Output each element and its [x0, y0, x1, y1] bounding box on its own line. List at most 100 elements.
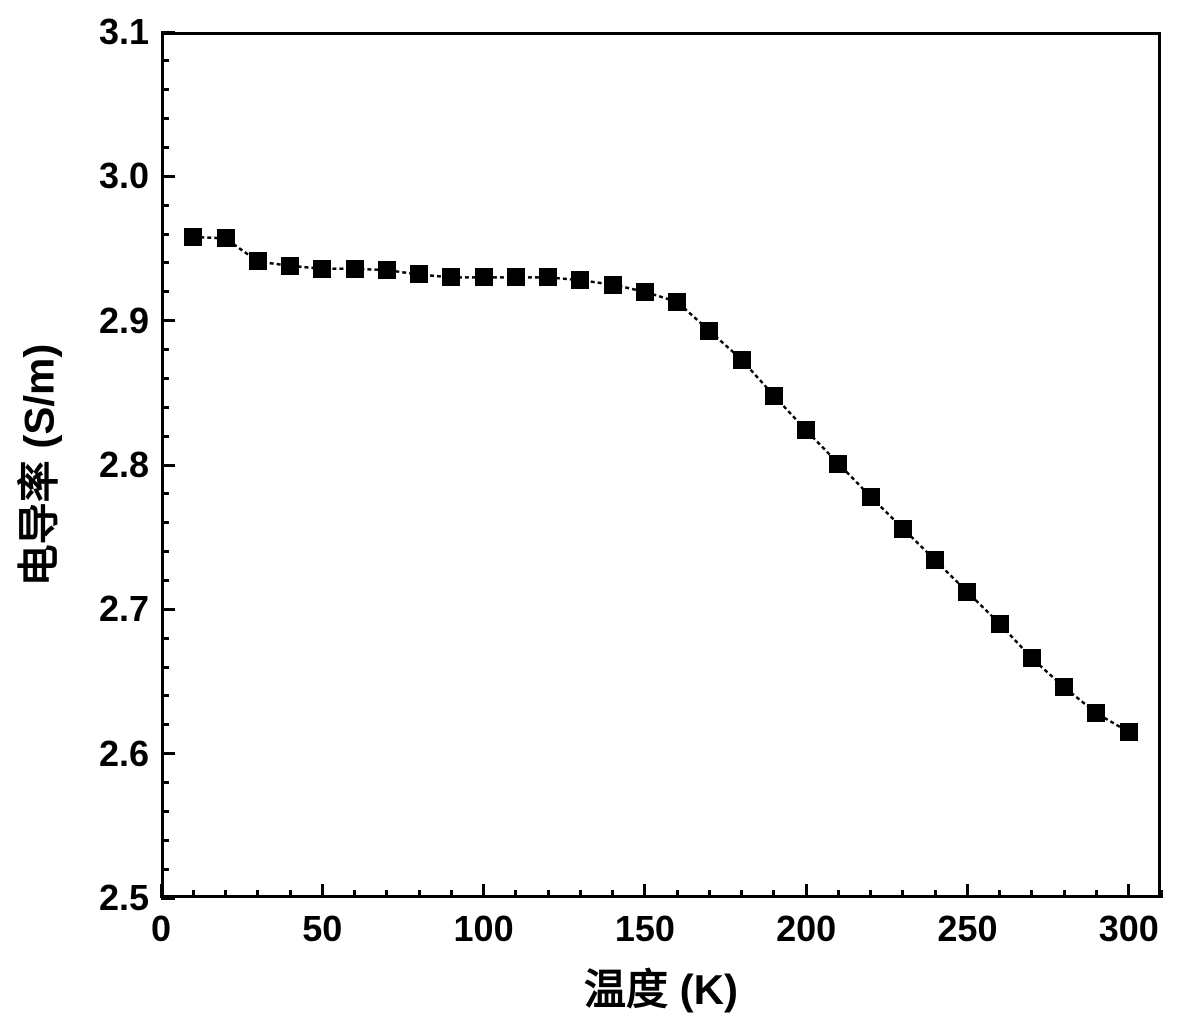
x-tick-minor	[772, 890, 775, 898]
data-marker	[604, 276, 622, 294]
y-tick-major	[161, 897, 175, 900]
x-tick-label: 50	[302, 908, 342, 950]
chart-container: 电导率 (S/m) 温度 (K) 0 50 100 150 200 250 300 2.5 2.…	[0, 0, 1192, 1021]
y-axis-label: 电导率 (S/m)	[6, 344, 67, 587]
x-tick-minor	[579, 890, 582, 898]
y-tick-minor	[161, 59, 169, 62]
data-marker	[346, 260, 364, 278]
x-tick-minor	[385, 890, 388, 898]
data-marker	[862, 488, 880, 506]
y-tick-label: 2.9	[99, 300, 149, 342]
x-tick-major	[805, 884, 808, 898]
data-marker	[700, 322, 718, 340]
data-marker	[184, 228, 202, 246]
x-tick-minor	[611, 890, 614, 898]
y-tick-minor	[161, 694, 169, 697]
x-tick-minor	[740, 890, 743, 898]
y-tick-minor	[161, 290, 169, 293]
y-tick-minor	[161, 637, 169, 640]
x-tick-minor	[901, 890, 904, 898]
y-tick-minor	[161, 868, 169, 871]
y-tick-minor	[161, 666, 169, 669]
y-tick-minor	[161, 348, 169, 351]
x-tick-label: 0	[151, 908, 171, 950]
y-tick-minor	[161, 377, 169, 380]
data-marker	[571, 271, 589, 289]
x-axis-label: 温度 (K)	[584, 956, 738, 1017]
data-marker	[733, 351, 751, 369]
x-tick-minor	[998, 890, 1001, 898]
data-marker	[926, 551, 944, 569]
x-tick-minor	[1160, 890, 1163, 898]
x-tick-label: 250	[937, 908, 997, 950]
x-tick-label: 150	[615, 908, 675, 950]
y-tick-minor	[161, 781, 169, 784]
x-tick-minor	[547, 890, 550, 898]
data-marker	[1120, 723, 1138, 741]
y-tick-label: 3.0	[99, 155, 149, 197]
x-tick-minor	[837, 890, 840, 898]
x-tick-major	[321, 884, 324, 898]
y-tick-label: 3.1	[99, 11, 149, 53]
x-tick-minor	[869, 890, 872, 898]
y-tick-minor	[161, 723, 169, 726]
y-tick-minor	[161, 839, 169, 842]
y-tick-minor	[161, 521, 169, 524]
data-marker	[410, 265, 428, 283]
x-tick-major	[643, 884, 646, 898]
x-tick-major	[966, 884, 969, 898]
y-tick-major	[161, 608, 175, 611]
y-tick-minor	[161, 406, 169, 409]
x-tick-label: 200	[776, 908, 836, 950]
y-tick-minor	[161, 146, 169, 149]
x-tick-minor	[708, 890, 711, 898]
x-tick-major	[482, 884, 485, 898]
data-marker	[313, 260, 331, 278]
y-tick-minor	[161, 204, 169, 207]
y-tick-label: 2.6	[99, 733, 149, 775]
x-tick-minor	[192, 890, 195, 898]
x-tick-minor	[934, 890, 937, 898]
y-tick-major	[161, 175, 175, 178]
x-tick-minor	[1063, 890, 1066, 898]
x-tick-minor	[289, 890, 292, 898]
y-tick-label: 2.5	[99, 877, 149, 919]
data-marker	[1087, 704, 1105, 722]
x-tick-minor	[418, 890, 421, 898]
y-tick-minor	[161, 233, 169, 236]
x-tick-label: 300	[1099, 908, 1159, 950]
y-tick-minor	[161, 435, 169, 438]
y-tick-minor	[161, 117, 169, 120]
data-marker	[797, 421, 815, 439]
x-tick-major	[1127, 884, 1130, 898]
x-tick-minor	[450, 890, 453, 898]
y-tick-label: 2.8	[99, 444, 149, 486]
x-tick-minor	[676, 890, 679, 898]
y-tick-major	[161, 464, 175, 467]
data-marker	[475, 268, 493, 286]
y-tick-minor	[161, 550, 169, 553]
plot-area	[161, 32, 1161, 898]
data-marker	[249, 252, 267, 270]
data-marker	[894, 520, 912, 538]
data-marker	[442, 268, 460, 286]
y-tick-minor	[161, 261, 169, 264]
data-marker	[958, 583, 976, 601]
data-marker	[991, 615, 1009, 633]
y-tick-major	[161, 31, 175, 34]
x-tick-minor	[256, 890, 259, 898]
y-tick-minor	[161, 579, 169, 582]
y-tick-minor	[161, 492, 169, 495]
y-tick-minor	[161, 810, 169, 813]
data-marker	[507, 268, 525, 286]
data-marker	[668, 293, 686, 311]
x-tick-minor	[353, 890, 356, 898]
y-tick-major	[161, 319, 175, 322]
data-marker	[281, 257, 299, 275]
y-tick-label: 2.7	[99, 588, 149, 630]
data-marker	[539, 268, 557, 286]
data-marker	[378, 261, 396, 279]
x-tick-label: 100	[454, 908, 514, 950]
data-marker	[1023, 649, 1041, 667]
data-marker	[1055, 678, 1073, 696]
